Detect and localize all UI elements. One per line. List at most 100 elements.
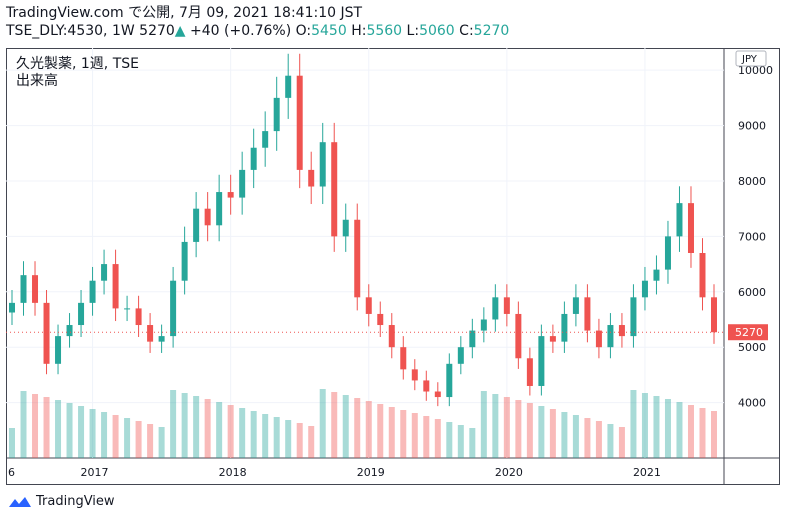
candle-body: [43, 302, 50, 364]
candle-body: [89, 280, 96, 303]
legend-title: 久光製薬, 1週, TSE: [16, 56, 139, 72]
candle-body: [181, 241, 188, 281]
volume-bar: [561, 412, 568, 458]
candle-body: [124, 308, 131, 310]
volume-bar: [607, 424, 614, 458]
volume-bar: [526, 403, 533, 458]
candle-body: [526, 358, 533, 386]
volume-bar: [32, 394, 39, 458]
volume-bar: [388, 407, 395, 458]
volume-bar: [538, 406, 545, 458]
x-tick-label: 2021: [633, 466, 661, 479]
volume-bar: [653, 396, 660, 458]
y-tick-label: 8000: [738, 175, 766, 188]
candle-body: [457, 347, 464, 364]
volume-bar: [227, 405, 234, 458]
volume-bar: [216, 402, 223, 458]
volume-bar: [262, 414, 269, 458]
volume-bar: [124, 418, 131, 458]
candle-body: [66, 325, 73, 337]
currency-badge: [735, 50, 767, 67]
candle-body: [135, 308, 142, 326]
volume-bar: [158, 427, 165, 458]
open-label: O:: [295, 23, 312, 39]
x-tick-label: 6: [8, 466, 15, 479]
volume-bar: [342, 395, 349, 458]
candle-body: [538, 336, 545, 386]
volume-bar: [66, 403, 73, 458]
candle-body: [400, 347, 407, 370]
volume-bar: [273, 417, 280, 458]
candle-body: [296, 75, 303, 170]
volume-bar: [515, 400, 522, 458]
candle-body: [170, 280, 177, 337]
candle-body: [308, 169, 315, 187]
volume-bar: [492, 394, 499, 458]
tradingview-logo-icon: [8, 495, 32, 509]
candle-body: [561, 313, 568, 342]
y-tick-label: 4000: [738, 397, 766, 410]
volume-bar: [319, 389, 326, 458]
volume-bar: [181, 393, 188, 458]
candle-body: [365, 297, 372, 314]
volume-bar: [112, 415, 119, 458]
volume-bar: [664, 399, 671, 458]
candle-body: [480, 319, 487, 331]
candle-body: [411, 369, 418, 381]
candle-body: [273, 97, 280, 132]
volume-bar: [411, 413, 418, 458]
y-tick-label: 6000: [738, 286, 766, 299]
currency-label: JPY: [741, 54, 758, 65]
volume-bar: [239, 408, 246, 458]
candle-body: [515, 313, 522, 359]
volume-bar: [9, 428, 15, 458]
candle-body: [446, 363, 453, 398]
x-tick-label: 2018: [219, 466, 247, 479]
candle-body: [112, 264, 119, 309]
low-value: 5060: [419, 23, 455, 39]
candle-body: [9, 302, 15, 313]
candle-body: [227, 192, 234, 198]
candle-body: [262, 131, 269, 148]
candle-body: [147, 325, 154, 342]
candle-body: [331, 142, 338, 237]
volume-bar: [469, 428, 476, 458]
volume-bar: [170, 390, 177, 458]
volume-bar: [699, 408, 706, 458]
candle-body: [711, 297, 717, 333]
volume-bar: [296, 423, 303, 458]
close-value: 5270: [473, 23, 510, 39]
chart-frame: [6, 48, 780, 485]
volume-bar: [365, 401, 372, 458]
symbol-line: TSE_DLY:4530, 1W 5270▲ +40 (+0.76%) O:54…: [6, 22, 509, 40]
volume-bar: [457, 425, 464, 458]
volume-bar: [584, 418, 591, 458]
volume-bar: [193, 396, 200, 458]
volume-bar: [549, 409, 556, 458]
volume-bar: [55, 400, 62, 458]
candle-body: [55, 336, 62, 364]
last-price-label: 5270: [735, 326, 763, 339]
candle-body: [503, 297, 510, 314]
y-tick-label: 9000: [738, 120, 766, 133]
candle-body: [319, 142, 326, 187]
volume-bar: [204, 399, 211, 458]
footer[interactable]: TradingView: [8, 494, 115, 509]
ticker-label: TSE_DLY:4530, 1W: [6, 23, 135, 39]
candle-body: [699, 253, 706, 298]
candle-body: [216, 192, 223, 226]
x-tick-label: 2017: [81, 466, 109, 479]
low-label: L:: [406, 23, 420, 39]
volume-bar: [711, 411, 717, 458]
volume-bar: [135, 421, 142, 458]
candle-body: [32, 275, 39, 303]
candle-body: [20, 275, 27, 303]
volume-bar: [20, 391, 27, 458]
volume-bar: [572, 415, 579, 458]
candle-body: [595, 330, 602, 348]
close-label: C:: [459, 23, 474, 39]
y-tick-label: 5000: [738, 341, 766, 354]
price-change: +40 (+0.76%): [190, 23, 292, 39]
up-arrow-icon: ▲: [174, 23, 186, 39]
